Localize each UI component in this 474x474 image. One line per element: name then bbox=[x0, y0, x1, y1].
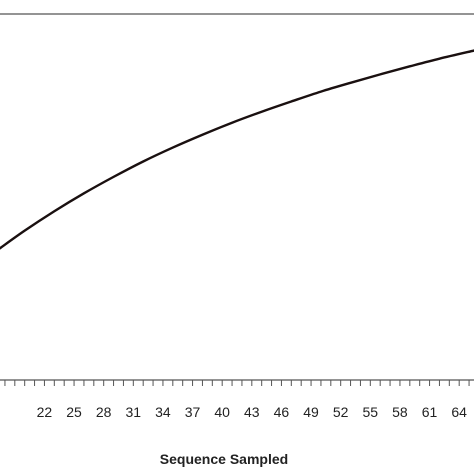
x-tick-label: 31 bbox=[126, 404, 142, 420]
x-tick-label: 61 bbox=[422, 404, 438, 420]
x-tick-label: 46 bbox=[274, 404, 290, 420]
x-tick-label: 43 bbox=[244, 404, 260, 420]
x-tick-label: 64 bbox=[451, 404, 467, 420]
x-tick-label: 52 bbox=[333, 404, 349, 420]
x-tick-label: 25 bbox=[66, 404, 82, 420]
x-axis-tick-labels: 22 25 28 31 34 37 40 43 46 49 52 55 58 61 64 bbox=[37, 404, 468, 420]
x-tick-label: 37 bbox=[185, 404, 201, 420]
x-tick-label: 55 bbox=[363, 404, 379, 420]
x-axis-ticks bbox=[4, 380, 470, 386]
x-tick-label: 58 bbox=[392, 404, 408, 420]
x-tick-label: 28 bbox=[96, 404, 112, 420]
series-line bbox=[0, 49, 474, 250]
x-tick-label: 34 bbox=[155, 404, 171, 420]
x-tick-label: 22 bbox=[37, 404, 53, 420]
x-tick-label: 49 bbox=[303, 404, 319, 420]
x-axis-title: Sequence Sampled bbox=[160, 451, 288, 467]
x-tick-label: 40 bbox=[214, 404, 230, 420]
